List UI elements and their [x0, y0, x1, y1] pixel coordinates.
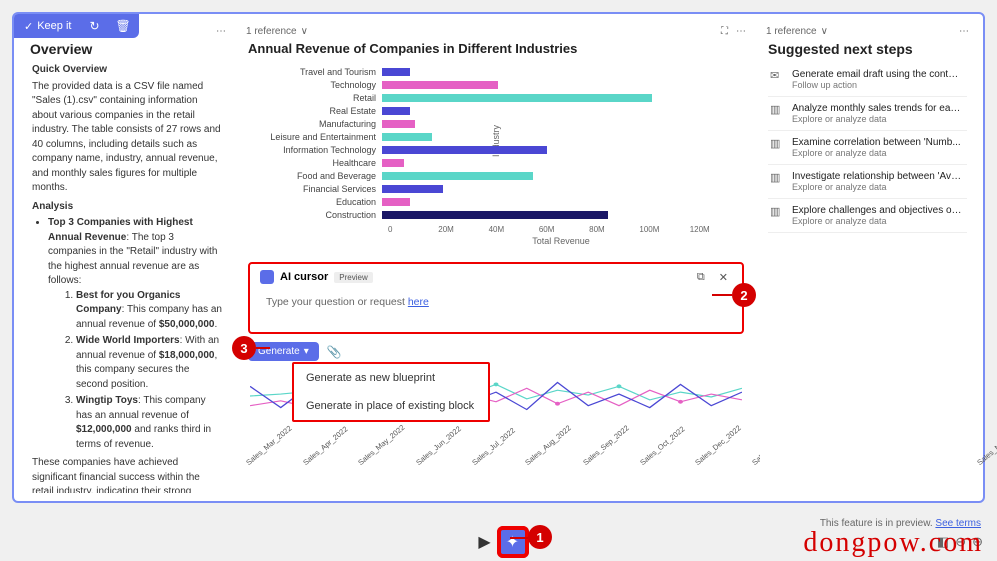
suggestion-item[interactable]: ▥Analyze monthly sales trends for eac...…: [768, 97, 967, 131]
suggestion-icon: ▥: [770, 171, 784, 192]
bar-label: Financial Services: [252, 184, 382, 194]
watermark: dongpow.com: [803, 527, 983, 559]
suggestion-icon: ▥: [770, 103, 784, 124]
callout-2: 2: [732, 283, 756, 307]
generate-button[interactable]: Generate ▾: [248, 342, 319, 361]
bar-chart: Travel and Tourism Technology Retail Real E…: [240, 62, 752, 258]
reference-link[interactable]: 1 reference ∨: [246, 26, 308, 37]
suggestion-item[interactable]: ✉Generate email draft using the conte...…: [768, 63, 967, 97]
close-icon[interactable]: ✕: [715, 271, 732, 284]
bar-label: Technology: [252, 80, 382, 90]
bar-label: Manufacturing: [252, 119, 382, 129]
refresh-icon[interactable]: ↻: [81, 19, 107, 33]
ai-cursor-card: AI cursor Preview ⧉ ✕ Type your question…: [248, 262, 744, 334]
copilot-icon: [260, 270, 274, 284]
suggestion-item[interactable]: ▥Examine correlation between 'Numb...Exp…: [768, 131, 967, 165]
suggestion-item[interactable]: ▥Explore challenges and objectives of ..…: [768, 199, 967, 233]
bar-label: Food and Beverage: [252, 171, 382, 181]
generate-menu: Generate as new blueprint Generate in pl…: [292, 362, 490, 422]
menu-in-place[interactable]: Generate in place of existing block: [294, 392, 488, 420]
copilot-button[interactable]: ✦: [499, 528, 527, 556]
overview-title: Overview: [22, 39, 232, 63]
more-icon[interactable]: ⋯: [736, 26, 746, 37]
suggestion-item[interactable]: ▥Investigate relationship between 'Ave..…: [768, 165, 967, 199]
play-button[interactable]: ▶: [471, 528, 499, 556]
more-icon[interactable]: ⋯: [959, 26, 969, 37]
reference-link[interactable]: 1 reference ∨: [766, 26, 828, 37]
main-panel: 1 reference ∨ ⛶ ⋯ Annual Revenue of Compa…: [240, 22, 752, 493]
overview-panel: 1 reference ∨ ⋯ Overview Quick Overview …: [22, 22, 232, 493]
delete-icon[interactable]: 🗑: [108, 19, 139, 33]
keep-bar: ✓ Keep it ↻ 🗑: [14, 14, 139, 38]
bar-label: Retail: [252, 93, 382, 103]
popout-icon[interactable]: ⧉: [693, 271, 709, 284]
suggestions-panel: 1 reference ∨ ⋯ Suggested next steps ✉Ge…: [760, 22, 975, 493]
callout-1: 1: [528, 525, 552, 549]
bar-label: Travel and Tourism: [252, 67, 382, 77]
keep-button[interactable]: ✓ Keep it: [14, 14, 81, 38]
bar-label: Information Technology: [252, 145, 382, 155]
ai-title: AI cursor: [280, 271, 328, 283]
suggestion-icon: ▥: [770, 137, 784, 158]
ai-prompt[interactable]: Type your question or request here: [250, 290, 742, 332]
bar-label: Education: [252, 197, 382, 207]
attach-icon[interactable]: 📎: [327, 345, 342, 359]
bar-label: Real Estate: [252, 106, 382, 116]
expand-icon[interactable]: ⛶: [721, 26, 728, 37]
overview-body: Quick Overview The provided data is a CS…: [22, 63, 232, 493]
bar-label: Healthcare: [252, 158, 382, 168]
suggestion-icon: ▥: [770, 205, 784, 226]
menu-new-blueprint[interactable]: Generate as new blueprint: [294, 364, 488, 392]
suggestions-title: Suggested next steps: [760, 39, 975, 63]
chart-title: Annual Revenue of Companies in Different…: [240, 39, 752, 62]
callout-3: 3: [232, 336, 256, 360]
suggestion-icon: ✉: [770, 69, 784, 90]
preview-badge: Preview: [334, 272, 372, 283]
bar-label: Leisure and Entertainment: [252, 132, 382, 142]
more-icon[interactable]: ⋯: [216, 26, 226, 37]
bar-label: Construction: [252, 210, 382, 220]
